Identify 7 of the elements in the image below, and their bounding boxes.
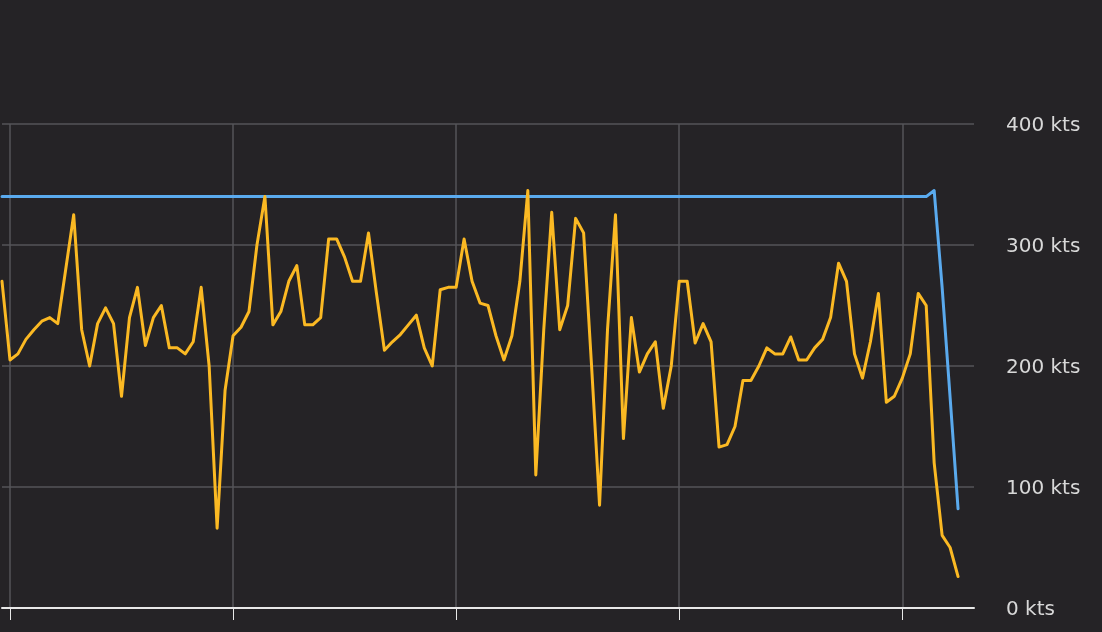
y-tick-label: 400 kts bbox=[1006, 112, 1081, 136]
line-series bbox=[0, 189, 960, 579]
y-tick-label: 200 kts bbox=[1006, 354, 1081, 378]
y-tick-label: 0 kts bbox=[1006, 596, 1055, 620]
y-tick-label: 100 kts bbox=[1006, 475, 1081, 499]
y-tick-label: 300 kts bbox=[1006, 233, 1081, 257]
line-series bbox=[0, 189, 960, 511]
